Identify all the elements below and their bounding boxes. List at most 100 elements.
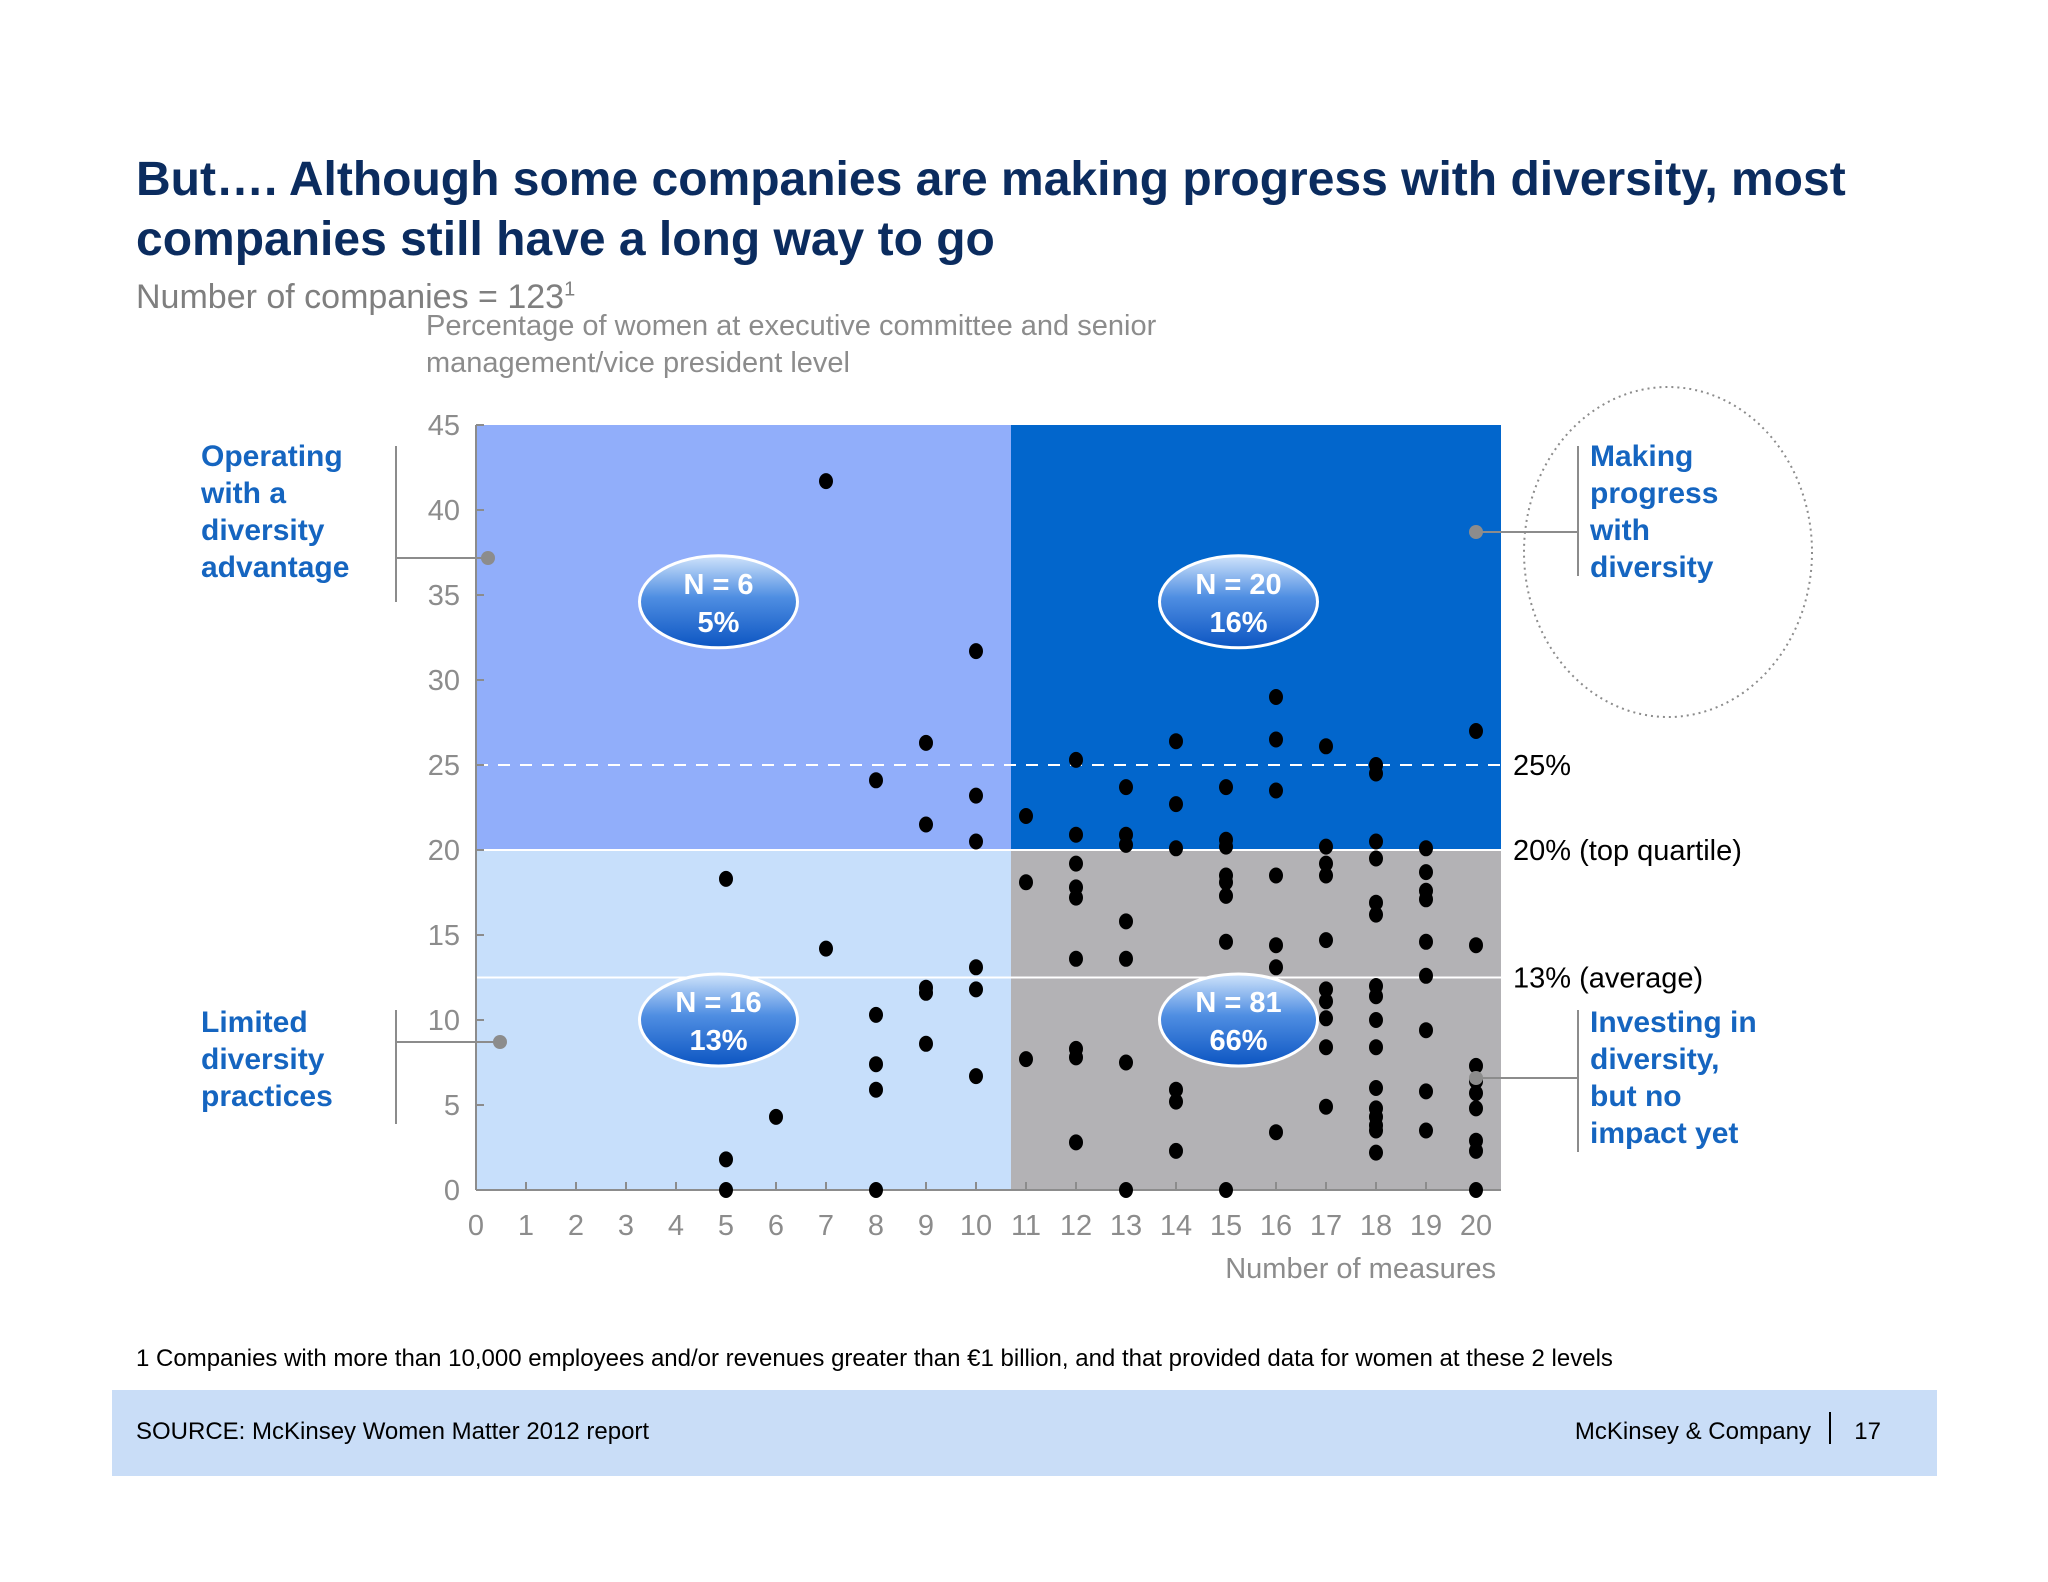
data-point [1319,1098,1333,1115]
source-text: SOURCE: McKinsey Women Matter 2012 repor… [136,1418,650,1445]
data-point [969,981,983,998]
data-point [1269,937,1283,954]
data-point [1269,782,1283,799]
data-point [969,643,983,660]
data-point [919,816,933,833]
data-point [1019,808,1033,824]
quadrant-bubble-bottom-left: N = 16 13% [638,972,799,1068]
data-point [869,1056,883,1073]
callout-label-line: but no [1590,1080,1682,1113]
x-tick-label: 15 [1210,1210,1242,1242]
data-point [919,984,933,1001]
callout-dot [493,1035,507,1049]
x-tick-label: 12 [1060,1210,1092,1242]
callout-label-line: diversity [201,1043,325,1076]
bubble-shape [1158,972,1319,1068]
callout-label: Limited diversity practices [201,1006,333,1113]
footnote: 1 Companies with more than 10,000 employ… [136,1345,1613,1372]
data-point [1419,1122,1433,1139]
y-tick-label: 5 [444,1090,460,1122]
data-point [1469,1057,1483,1074]
y-tick-label: 10 [428,1005,460,1037]
data-point [1369,833,1383,850]
data-point [869,1182,883,1198]
reference-line-label: 13% (average) [1513,963,1703,995]
data-point [1469,723,1483,739]
chart-title-line: management/vice president level [426,347,850,379]
data-point [1169,733,1183,750]
page-subtitle: Number of companies = 1231 [136,278,575,317]
data-point [1469,1142,1483,1159]
data-point [1119,1182,1133,1198]
data-point [1319,1010,1333,1027]
callout-dot [1469,1071,1483,1085]
data-point [869,1006,883,1023]
y-tick-label: 25 [428,750,460,782]
data-point [1319,981,1333,998]
data-point [869,1081,883,1098]
data-point [1119,779,1133,796]
data-point [1269,867,1283,884]
data-point [869,772,883,789]
x-tick-label: 5 [718,1210,734,1242]
callout-label-line: with a [200,477,286,510]
data-point [1169,1093,1183,1110]
data-point [1219,779,1233,796]
data-point [1369,894,1383,911]
data-point [819,940,833,957]
footer-band: SOURCE: McKinsey Women Matter 2012 repor… [112,1390,1937,1476]
data-point [1069,950,1083,967]
data-point [1419,891,1433,908]
data-point [969,1068,983,1085]
quadrant-bubble-bottom-right: N = 81 66% [1158,972,1319,1068]
bubble-n-label: N = 20 [1195,569,1281,601]
data-point [1369,1144,1383,1161]
data-points [719,473,1483,1198]
data-point [1269,1124,1283,1141]
quadrant-bubble-top-right: N = 20 16% [1158,554,1319,650]
bubble-pct-label: 66% [1209,1025,1267,1057]
callout-label-line: diversity [1590,551,1714,584]
chart-title-line: Percentage of women at executive committ… [426,310,1157,342]
callout-dot [481,551,495,565]
callout-label-line: Limited [201,1006,308,1039]
data-point [1319,1039,1333,1056]
data-point [819,473,833,490]
callout-making-ellipse [1523,386,1813,718]
data-point [1119,950,1133,967]
data-point [1069,826,1083,843]
data-point [1319,855,1333,872]
data-point [1019,874,1033,891]
callout-label-line: Investing in [1590,1006,1757,1039]
y-tick-label: 0 [444,1175,460,1207]
y-tick-label: 45 [428,410,460,442]
quadrant-backgrounds [476,425,1501,1190]
bubble-pct-label: 16% [1209,607,1267,639]
callout-investing: Investing in diversity, but no impact yet [1469,1006,1757,1152]
x-tick-label: 7 [818,1210,834,1242]
data-point [1219,1182,1233,1198]
data-point [1369,850,1383,867]
data-point [1369,1039,1383,1056]
data-point [1319,932,1333,949]
x-tick-label: 6 [768,1210,784,1242]
data-point [1319,867,1333,884]
data-point [1069,1134,1083,1151]
chart-title: Percentage of women at executive committ… [426,310,1157,379]
data-point [1069,751,1083,768]
data-point [719,870,733,887]
chart-text: 25%20% (top quartile)13% (average)051015… [426,310,1742,1285]
reference-line-label: 25% [1513,750,1571,782]
x-tick-label: 16 [1260,1210,1292,1242]
x-tick-label: 2 [568,1210,584,1242]
bubble-pct-label: 13% [689,1025,747,1057]
data-point [1219,887,1233,904]
data-point [719,1182,733,1198]
x-tick-label: 0 [468,1210,484,1242]
callout-label-line: diversity [201,514,325,547]
data-point [1369,765,1383,782]
data-point [1419,840,1433,857]
callout-label-line: Making [1590,440,1693,473]
callout-dot [1469,525,1483,539]
